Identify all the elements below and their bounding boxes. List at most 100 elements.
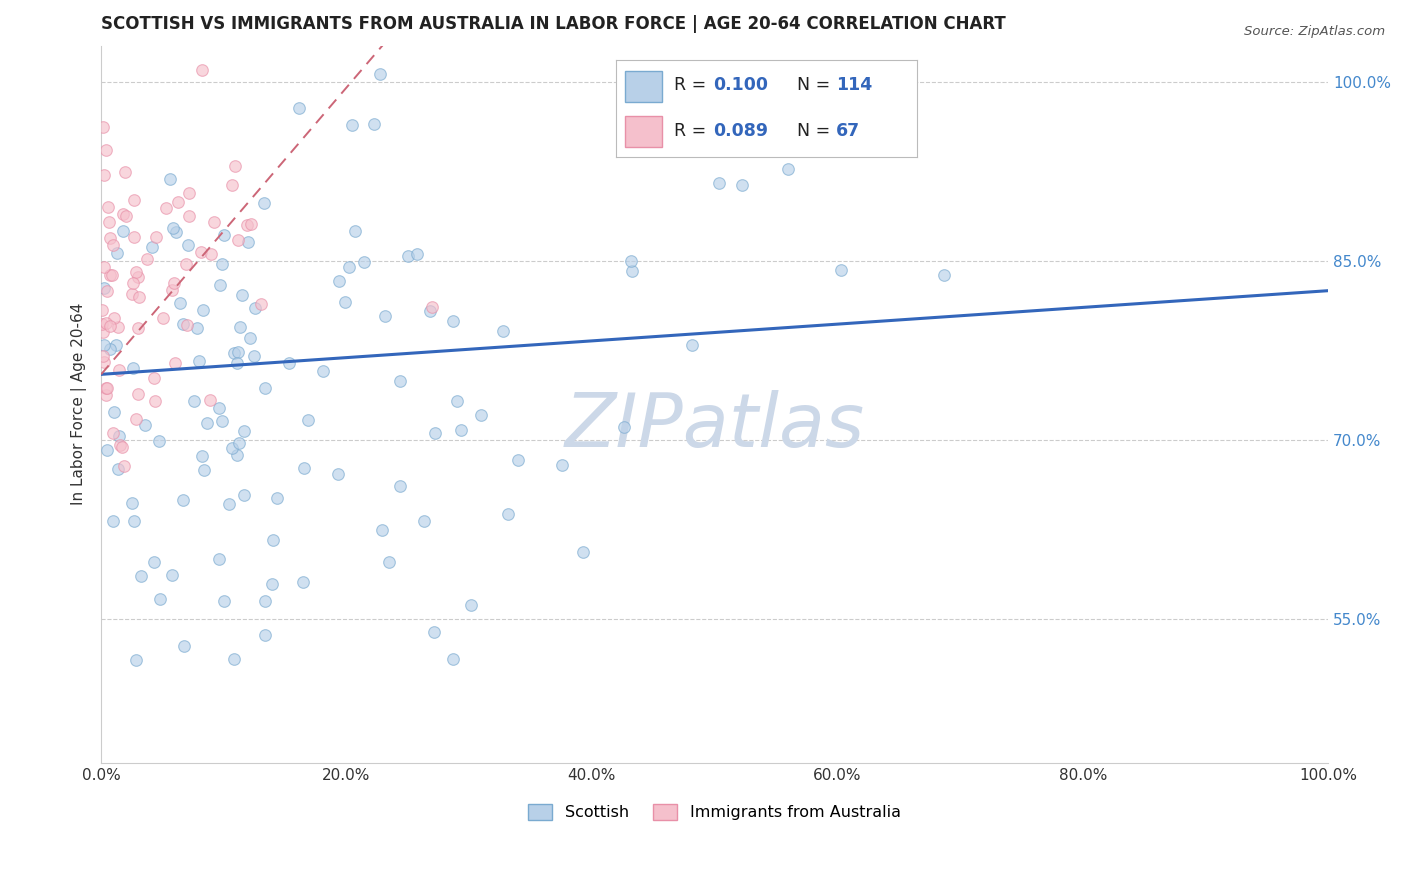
Point [200, 392, 222, 407]
Point [368, 66, 391, 80]
Point [226, 355, 249, 369]
Point [96, 381, 118, 395]
Point [134, 417, 156, 432]
Point [212, 593, 235, 607]
Point [214, 227, 236, 242]
Point [96, 316, 118, 330]
Point [202, 215, 225, 229]
Point [423, 624, 446, 639]
Point [165, 225, 187, 239]
Point [253, 381, 276, 395]
Point [125, 653, 148, 667]
Point [236, 235, 259, 249]
Point [413, 514, 436, 528]
Point [231, 288, 253, 302]
Point [127, 269, 149, 284]
Point [228, 344, 250, 359]
Point [127, 321, 149, 335]
Point [101, 426, 124, 441]
Point [752, 86, 775, 100]
Point [193, 303, 215, 318]
Point [260, 577, 283, 591]
Point [98, 319, 121, 334]
Point [243, 349, 266, 363]
Point [93, 350, 115, 364]
Point [425, 426, 447, 441]
Point [124, 265, 146, 279]
Point [208, 552, 231, 566]
Point [143, 555, 166, 569]
Point [228, 435, 250, 450]
Point [91, 303, 114, 318]
Point [232, 488, 254, 502]
Point [190, 450, 212, 464]
Point [731, 178, 754, 193]
Point [159, 172, 181, 186]
Point [229, 320, 252, 334]
Point [239, 331, 262, 345]
Point [190, 244, 212, 259]
Point [292, 574, 315, 589]
Text: ZIPatlas: ZIPatlas [565, 390, 865, 462]
Point [187, 354, 209, 368]
Point [162, 221, 184, 235]
Point [681, 338, 703, 352]
Point [98, 214, 121, 228]
Point [121, 496, 143, 510]
Point [450, 423, 472, 437]
Point [169, 295, 191, 310]
Text: Source: ZipAtlas.com: Source: ZipAtlas.com [1244, 25, 1385, 38]
Point [145, 230, 167, 244]
Point [172, 493, 194, 508]
Point [121, 287, 143, 301]
Point [441, 652, 464, 666]
Point [107, 363, 129, 377]
Point [292, 460, 315, 475]
Point [93, 260, 115, 274]
Point [121, 360, 143, 375]
Point [191, 62, 214, 77]
Point [142, 370, 165, 384]
Point [250, 297, 273, 311]
Point [152, 310, 174, 325]
Point [422, 300, 444, 314]
Point [200, 247, 222, 261]
Point [374, 309, 396, 323]
Point [105, 245, 128, 260]
Point [211, 414, 233, 428]
Point [778, 161, 800, 176]
Point [103, 311, 125, 326]
Point [128, 290, 150, 304]
Point [129, 569, 152, 583]
Point [96, 442, 118, 457]
Point [98, 230, 121, 244]
Point [388, 479, 411, 493]
Point [176, 318, 198, 332]
Point [125, 412, 148, 426]
Point [225, 449, 247, 463]
Point [93, 168, 115, 182]
Point [98, 268, 121, 283]
Point [506, 453, 529, 467]
Point [262, 533, 284, 547]
Point [353, 255, 375, 269]
Point [96, 144, 118, 158]
Point [94, 381, 117, 395]
Point [177, 237, 200, 252]
Point [163, 276, 186, 290]
Point [709, 176, 731, 190]
Point [186, 321, 208, 335]
Point [167, 194, 190, 209]
Point [162, 568, 184, 582]
Point [277, 356, 299, 370]
Point [108, 437, 131, 451]
Point [149, 592, 172, 607]
Point [111, 440, 134, 454]
Point [96, 284, 118, 298]
Point [122, 230, 145, 244]
Point [613, 419, 636, 434]
Point [105, 337, 128, 351]
Point [193, 463, 215, 477]
Point [97, 201, 120, 215]
Point [470, 408, 492, 422]
